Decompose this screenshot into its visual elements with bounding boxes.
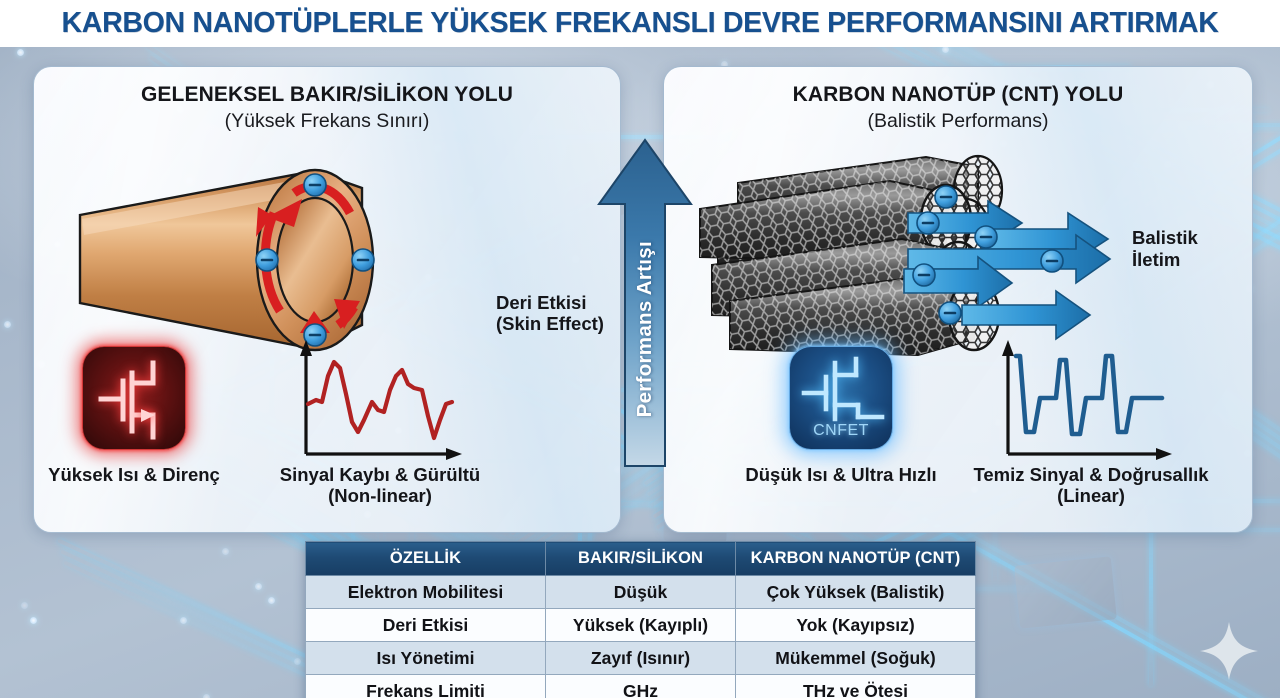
table-cell: Deri Etkisi xyxy=(305,608,546,642)
table-header-cell: BAKIR/SİLİKON xyxy=(545,541,736,576)
signal-loss-caption-line2: (Non-linear) xyxy=(328,485,432,507)
ballistic-line2: İletim xyxy=(1132,249,1181,271)
sparkle-star-icon xyxy=(1198,620,1260,687)
x-axis-arrowhead-right xyxy=(1156,448,1172,460)
table-cell: Çok Yüksek (Balistik) xyxy=(735,575,976,609)
clean-signal-caption-line2: (Linear) xyxy=(1057,485,1125,507)
skin-effect-line2: (Skin Effect) xyxy=(496,313,604,335)
clean-signal-caption: Temiz Sinyal & Doğrusallık (Linear) xyxy=(941,464,1241,507)
cnfet-caption: Düşük Isı & Ultra Hızlı xyxy=(745,464,937,485)
comparison-table: ÖZELLİK BAKIR/SİLİKON KARBON NANOTÜP (CN… xyxy=(305,541,976,698)
clean-signal-graph xyxy=(994,336,1189,469)
table-cell: Yok (Kayıpsız) xyxy=(735,608,976,642)
clean-signal-caption-line1: Temiz Sinyal & Doğrusallık xyxy=(973,464,1209,485)
table-row: Isı Yönetimi Zayıf (Isınır) Mükemmel (So… xyxy=(305,641,976,675)
right-panel-title: KARBON NANOTÜP (CNT) YOLU xyxy=(792,83,1124,106)
table-header-row: ÖZELLİK BAKIR/SİLİKON KARBON NANOTÜP (CN… xyxy=(305,541,976,576)
performance-arrow xyxy=(597,138,693,468)
table-cell: Zayıf (Isınır) xyxy=(545,641,736,675)
left-panel-header: GELENEKSEL BAKIR/SİLİKON YOLU (Yüksek Fr… xyxy=(34,83,620,133)
table-header-cell: KARBON NANOTÜP (CNT) xyxy=(735,541,976,576)
right-panel-header: KARBON NANOTÜP (CNT) YOLU (Balistik Perf… xyxy=(664,83,1252,133)
table-row: Frekans Limiti GHz THz ve Ötesi xyxy=(305,674,976,698)
graph-axes-left xyxy=(304,350,452,456)
right-panel-subtitle: (Balistik Performans) xyxy=(867,110,1049,132)
mosfet-icon xyxy=(82,346,186,450)
page-title: KARBON NANOTÜPLERLE YÜKSEK FREKANSLI DEV… xyxy=(61,7,1219,39)
x-axis-arrowhead-left xyxy=(446,448,462,460)
left-panel-title: GELENEKSEL BAKIR/SİLİKON YOLU xyxy=(141,83,513,106)
cnfet-icon: CNFET xyxy=(789,346,893,450)
signal-loss-graph-svg xyxy=(300,340,462,460)
performance-arrow-shape xyxy=(597,138,693,467)
y-axis-arrowhead-right xyxy=(1002,340,1014,356)
signal-loss-caption: Sinyal Kaybı & Gürültü (Non-linear) xyxy=(230,464,530,507)
table-row: Deri Etkisi Yüksek (Kayıplı) Yok (Kayıps… xyxy=(305,608,976,642)
ballistic-transport-annotation: Balistik İletim xyxy=(1132,227,1198,271)
table-cell: Yüksek (Kayıplı) xyxy=(545,608,736,642)
ballistic-line1: Balistik xyxy=(1132,227,1198,248)
title-bar: KARBON NANOTÜPLERLE YÜKSEK FREKANSLI DEV… xyxy=(0,0,1280,47)
cnfet-icon-box: CNFET xyxy=(789,346,893,450)
table-header-cell: ÖZELLİK xyxy=(305,541,546,576)
skin-effect-annotation: Deri Etkisi (Skin Effect) xyxy=(496,292,604,335)
table-cell: Elektron Mobilitesi xyxy=(305,575,546,609)
performance-arrow-svg xyxy=(597,138,693,467)
y-axis-arrowhead-left xyxy=(300,340,312,356)
signal-loss-graph xyxy=(292,336,472,469)
panel-traditional-copper: GELENEKSEL BAKIR/SİLİKON YOLU (Yüksek Fr… xyxy=(33,66,621,533)
clean-signal-trace xyxy=(1013,353,1165,437)
mosfet-icon-box xyxy=(82,346,186,450)
table-cell: Mükemmel (Soğuk) xyxy=(735,641,976,675)
table-cell: THz ve Ötesi xyxy=(735,674,976,698)
skin-effect-line1: Deri Etkisi xyxy=(496,292,587,313)
noisy-signal-trace xyxy=(305,359,455,441)
table-cell: Isı Yönetimi xyxy=(305,641,546,675)
table-cell: Frekans Limiti xyxy=(305,674,546,698)
cnfet-label: CNFET xyxy=(813,422,869,439)
table-cell: GHz xyxy=(545,674,736,698)
left-panel-subtitle: (Yüksek Frekans Sınırı) xyxy=(224,110,430,132)
clean-signal-graph-svg xyxy=(1002,340,1172,460)
left-panel-bottom-row: Yüksek Isı & Direnç Sinyal Kaybı & Gürül… xyxy=(34,336,620,526)
mosfet-symbol xyxy=(98,360,156,440)
table-cell: Düşük xyxy=(545,575,736,609)
four-point-star-icon xyxy=(1200,622,1258,680)
signal-loss-caption-line1: Sinyal Kaybı & Gürültü xyxy=(279,464,481,485)
table-row: Elektron Mobilitesi Düşük Çok Yüksek (Ba… xyxy=(305,575,976,609)
panel-carbon-nanotube: KARBON NANOTÜP (CNT) YOLU (Balistik Perf… xyxy=(663,66,1253,533)
right-panel-bottom-row: CNFET Düşük Isı & Ultra Hızlı Temiz Siny… xyxy=(664,336,1252,526)
